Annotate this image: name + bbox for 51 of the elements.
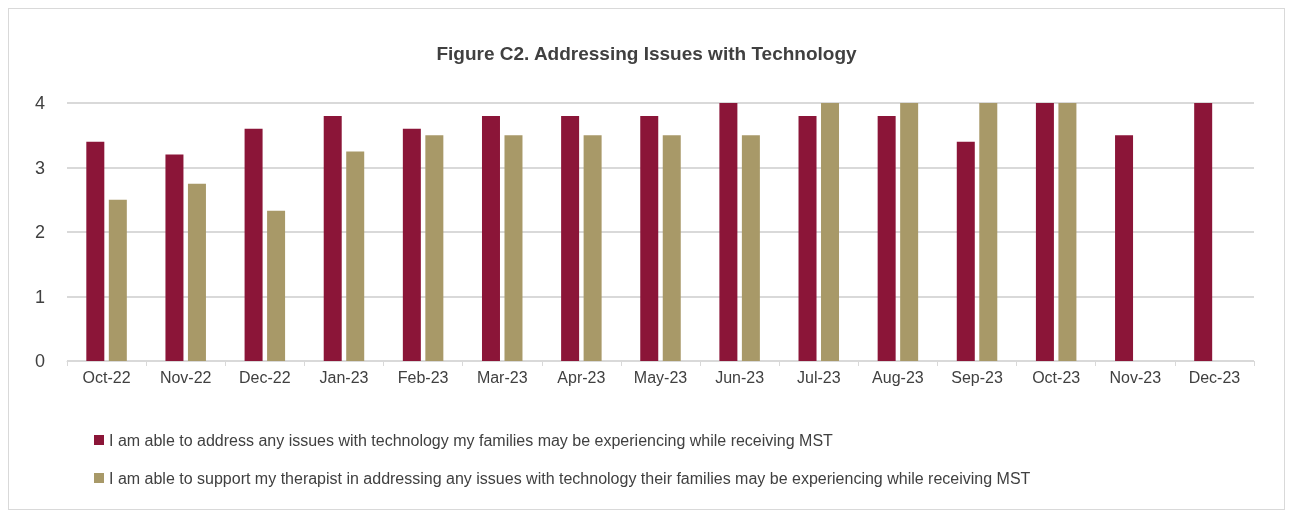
bar bbox=[956, 141, 975, 361]
bar bbox=[346, 151, 365, 361]
bar bbox=[640, 115, 659, 361]
bar bbox=[877, 115, 896, 361]
bar bbox=[561, 115, 580, 361]
y-tick-label: 2 bbox=[34, 222, 45, 242]
bar bbox=[583, 135, 602, 361]
y-tick-label: 4 bbox=[34, 93, 45, 113]
bar bbox=[323, 115, 342, 361]
bar bbox=[1115, 135, 1134, 361]
bar bbox=[481, 115, 500, 361]
bar bbox=[267, 210, 286, 361]
bar bbox=[741, 135, 760, 361]
bar bbox=[719, 103, 738, 361]
bar bbox=[798, 115, 817, 361]
x-tick-label: Dec-23 bbox=[1188, 368, 1241, 386]
bar bbox=[504, 135, 523, 361]
x-tick-label: Apr-23 bbox=[557, 368, 606, 386]
y-tick-label: 1 bbox=[34, 286, 45, 307]
x-tick-label: Oct-23 bbox=[1032, 368, 1081, 386]
x-tick-label: Nov-22 bbox=[159, 368, 212, 386]
bar bbox=[1058, 103, 1077, 361]
x-tick-label: May-23 bbox=[633, 368, 688, 386]
bar bbox=[187, 183, 206, 361]
x-tick-label: Sep-23 bbox=[951, 368, 1003, 386]
y-tick-label: 0 bbox=[34, 351, 45, 371]
bar bbox=[979, 103, 998, 361]
bar bbox=[425, 135, 444, 361]
y-tick-label: 3 bbox=[34, 157, 45, 178]
bar bbox=[86, 141, 105, 361]
x-tick-label: Oct-22 bbox=[82, 368, 131, 386]
bar bbox=[1194, 103, 1213, 361]
x-tick-label: Jun-23 bbox=[715, 368, 765, 386]
bar bbox=[165, 154, 184, 361]
bar bbox=[1035, 103, 1054, 361]
x-tick-label: Aug-23 bbox=[872, 368, 924, 386]
bar bbox=[821, 103, 840, 361]
bar bbox=[662, 135, 681, 361]
legend-label: I am able to support my therapist in addressing any issues with technology their families may be experiencing while receiving MST bbox=[109, 469, 1031, 487]
x-tick-label: Feb-23 bbox=[397, 368, 449, 386]
x-tick-label: Nov-23 bbox=[1109, 368, 1162, 386]
bar bbox=[402, 128, 421, 361]
chart-title: Figure C2. Addressing Issues with Technology bbox=[436, 43, 858, 64]
x-tick-label: Jul-23 bbox=[796, 368, 841, 386]
bar bbox=[244, 128, 263, 361]
bar bbox=[108, 199, 127, 361]
x-tick-label: Mar-23 bbox=[476, 368, 528, 386]
x-tick-label: Jan-23 bbox=[319, 368, 369, 386]
x-tick-label: Dec-22 bbox=[239, 368, 291, 386]
bar bbox=[900, 103, 919, 361]
legend-label: I am able to address any issues with technology my families may be experiencing while receiving MST bbox=[109, 431, 834, 449]
